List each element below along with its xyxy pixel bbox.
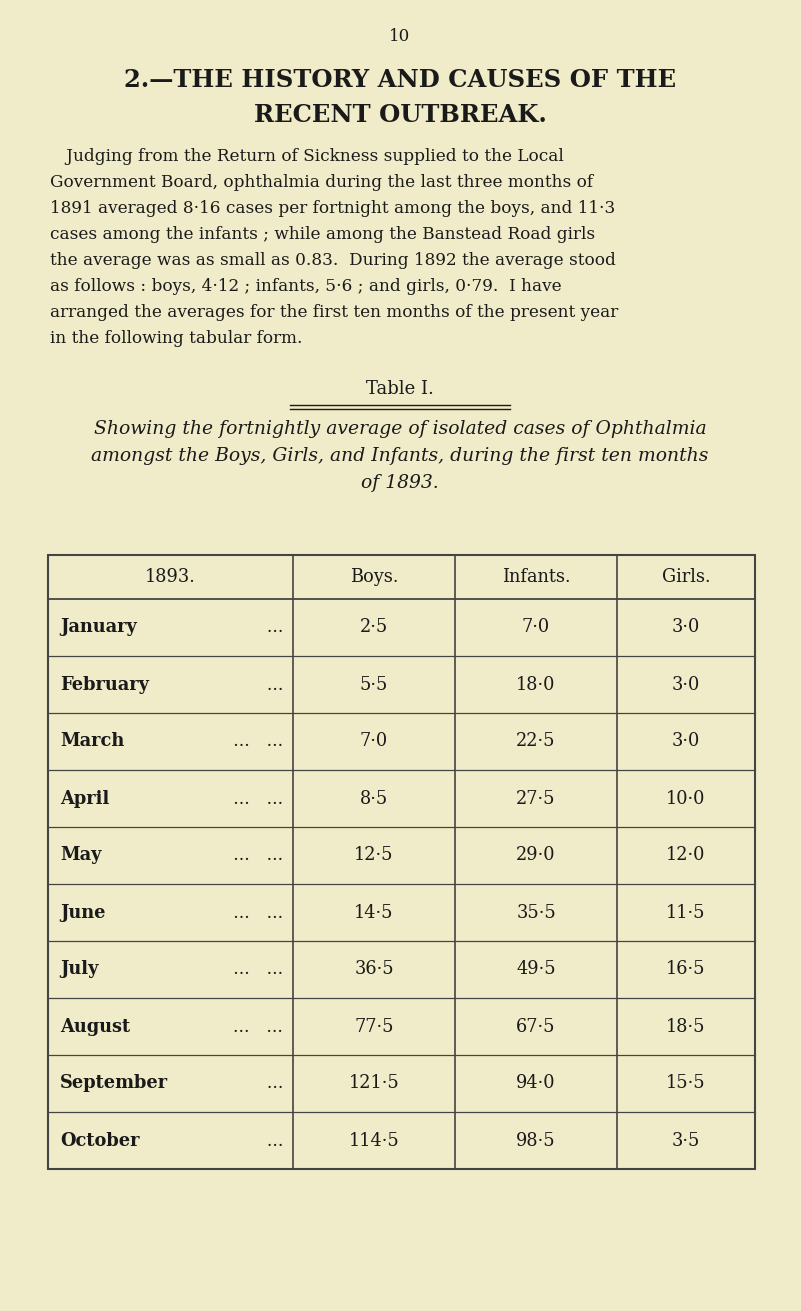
Text: ...: ... (250, 1075, 283, 1092)
Text: 98·5: 98·5 (516, 1131, 556, 1150)
Text: 67·5: 67·5 (517, 1017, 556, 1036)
Text: ...: ... (250, 675, 283, 694)
Text: 3·0: 3·0 (672, 733, 700, 750)
Text: Girls.: Girls. (662, 568, 710, 586)
Text: 121·5: 121·5 (348, 1075, 400, 1092)
Text: 12·0: 12·0 (666, 847, 706, 864)
Text: 77·5: 77·5 (354, 1017, 394, 1036)
Text: Government Board, ophthalmia during the last three months of: Government Board, ophthalmia during the … (50, 174, 593, 191)
Text: the average was as small as 0.83.  During 1892 the average stood: the average was as small as 0.83. During… (50, 252, 616, 269)
Text: ...   ...: ... ... (222, 961, 283, 978)
Text: 27·5: 27·5 (517, 789, 556, 808)
Text: July: July (60, 961, 99, 978)
Text: January: January (60, 619, 137, 637)
Text: 14·5: 14·5 (354, 903, 394, 922)
Text: 3·5: 3·5 (672, 1131, 700, 1150)
Text: in the following tabular form.: in the following tabular form. (50, 330, 303, 347)
Text: RECENT OUTBREAK.: RECENT OUTBREAK. (254, 104, 546, 127)
Text: Infants.: Infants. (501, 568, 570, 586)
Bar (48, 555, 755, 1169)
Text: 15·5: 15·5 (666, 1075, 706, 1092)
Text: Judging from the Return of Sickness supplied to the Local: Judging from the Return of Sickness supp… (50, 148, 564, 165)
Text: ...   ...: ... ... (222, 789, 283, 808)
Text: 22·5: 22·5 (517, 733, 556, 750)
Text: ...   ...: ... ... (222, 733, 283, 750)
Text: 12·5: 12·5 (354, 847, 394, 864)
Text: 36·5: 36·5 (354, 961, 394, 978)
Text: Showing the fortnightly average of isolated cases of Ophthalmia: Showing the fortnightly average of isola… (94, 420, 706, 438)
Text: arranged the averages for the first ten months of the present year: arranged the averages for the first ten … (50, 304, 618, 321)
Text: ...: ... (250, 619, 283, 637)
Text: cases among the infants ; while among the Banstead Road girls: cases among the infants ; while among th… (50, 225, 595, 243)
Text: 35·5: 35·5 (516, 903, 556, 922)
Text: of 1893.: of 1893. (361, 475, 439, 492)
Text: March: March (60, 733, 124, 750)
Text: 3·0: 3·0 (672, 619, 700, 637)
Text: ...   ...: ... ... (233, 1017, 283, 1036)
Text: 1893.: 1893. (145, 568, 196, 586)
Text: ...   ...: ... ... (222, 903, 283, 922)
Text: 16·5: 16·5 (666, 961, 706, 978)
Text: August: August (60, 1017, 130, 1036)
Text: ...: ... (250, 1131, 283, 1150)
Text: 7·0: 7·0 (360, 733, 388, 750)
Text: October: October (60, 1131, 139, 1150)
Text: 1891 averaged 8·16 cases per fortnight among the boys, and 11·3: 1891 averaged 8·16 cases per fortnight a… (50, 201, 615, 218)
Text: 29·0: 29·0 (517, 847, 556, 864)
Text: 2.—THE HISTORY AND CAUSES OF THE: 2.—THE HISTORY AND CAUSES OF THE (124, 68, 676, 92)
Text: 8·5: 8·5 (360, 789, 388, 808)
Text: 3·0: 3·0 (672, 675, 700, 694)
Text: 49·5: 49·5 (516, 961, 556, 978)
Text: as follows : boys, 4·12 ; infants, 5·6 ; and girls, 0·79.  I have: as follows : boys, 4·12 ; infants, 5·6 ;… (50, 278, 562, 295)
Text: 5·5: 5·5 (360, 675, 388, 694)
Text: Table I.: Table I. (366, 380, 434, 399)
Text: 94·0: 94·0 (517, 1075, 556, 1092)
Text: May: May (60, 847, 102, 864)
Text: September: September (60, 1075, 168, 1092)
Text: 18·0: 18·0 (517, 675, 556, 694)
Text: February: February (60, 675, 149, 694)
Text: April: April (60, 789, 110, 808)
Text: 10: 10 (389, 28, 411, 45)
Text: 7·0: 7·0 (522, 619, 550, 637)
Text: 18·5: 18·5 (666, 1017, 706, 1036)
Text: 2·5: 2·5 (360, 619, 388, 637)
Text: 114·5: 114·5 (348, 1131, 400, 1150)
Text: Boys.: Boys. (350, 568, 398, 586)
Text: June: June (60, 903, 106, 922)
Text: 11·5: 11·5 (666, 903, 706, 922)
Text: 10·0: 10·0 (666, 789, 706, 808)
Text: amongst the Boys, Girls, and Infants, during the first ten months: amongst the Boys, Girls, and Infants, du… (91, 447, 709, 465)
Text: ...   ...: ... ... (222, 847, 283, 864)
